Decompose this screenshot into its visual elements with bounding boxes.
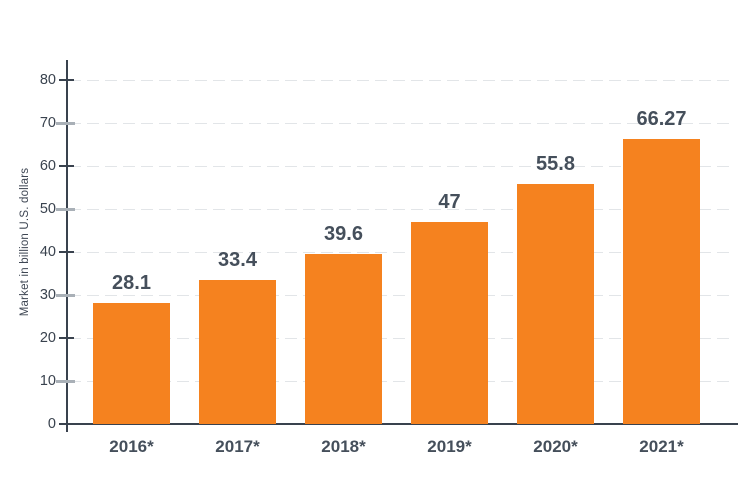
gridline [69,165,735,167]
x-category-label: 2019* [427,437,472,456]
x-axis-line [59,423,738,425]
x-category-label: 2021* [639,437,684,456]
gridline [69,337,735,339]
y-tick [59,165,74,167]
bar-value-label: 33.4 [218,249,257,272]
y-tick-label: 30 [39,287,56,303]
bar [93,303,170,424]
gridline [69,208,735,210]
y-tick-label: 50 [39,201,56,217]
bar [305,253,382,424]
gridline [69,380,735,382]
y-tick [56,207,75,211]
gridline [69,79,735,81]
bar-value-label: 66.27 [636,108,687,131]
gridline [69,294,735,296]
y-axis-line [66,60,68,432]
x-category-label: 2017* [215,437,260,456]
y-tick-label: 0 [47,416,56,432]
y-tick-label: 40 [39,244,56,260]
y-tick-label: 80 [39,72,56,88]
y-axis-title: Market in billion U.S. dollars [19,167,31,317]
gridline [69,251,735,253]
y-tick [56,379,75,383]
bar [199,280,276,424]
y-tick-label: 20 [39,330,56,346]
x-category-label: 2016* [109,437,154,456]
y-tick [59,79,74,81]
y-tick-label: 10 [39,373,56,389]
y-tick [59,251,74,253]
gridline [69,122,735,124]
y-tick [59,337,74,339]
x-category-label: 2020* [533,437,578,456]
bar-value-label: 47 [438,190,461,213]
bar-value-label: 39.6 [324,222,363,245]
x-category-label: 2018* [321,437,366,456]
y-tick [56,293,75,297]
y-tick-label: 70 [39,115,56,131]
bar-value-label: 28.1 [112,272,151,295]
y-tick-label: 60 [39,158,56,174]
bar [411,221,488,424]
bar [623,139,700,424]
bar-value-label: 55.8 [536,153,575,176]
bar [517,184,594,424]
y-tick [56,121,75,125]
